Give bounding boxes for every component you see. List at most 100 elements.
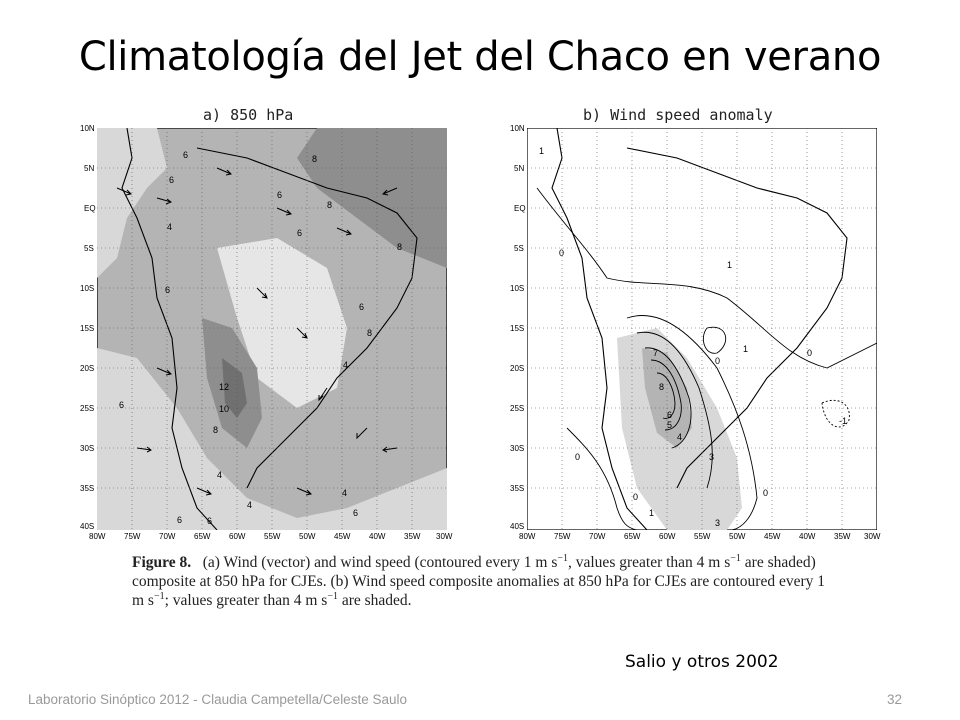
contour-line [650, 359, 682, 431]
wind-vector [336, 227, 353, 236]
caption-label: Figure 8. [132, 554, 192, 571]
contour-label: 8 [213, 425, 218, 435]
panel-a-label: a) 850 hPa [203, 106, 294, 124]
lon-tick-label: 75W [124, 532, 141, 541]
panel-a-shade-light-3 [217, 238, 347, 408]
lon-tick-label: 35W [404, 532, 421, 541]
lat-tick-label: 40S [510, 522, 525, 531]
wind-vector [318, 387, 328, 402]
panel-a-wind-vectors [116, 167, 398, 496]
wind-vector [156, 197, 173, 205]
figure-caption: Figure 8. (a) Wind (vector) and wind spe… [132, 553, 832, 610]
contour-line [636, 331, 713, 489]
wind-vector [196, 487, 213, 496]
contour-label: 1 [649, 508, 654, 518]
panel-b-shade-inner [642, 348, 692, 448]
panel-a-contour-label-group: 6 6 8 4 6 8 6 6 8 4 12 10 8 6 4 4 6 6 6 … [119, 150, 402, 526]
wind-vector [276, 207, 293, 216]
lon-tick-label: 40W [369, 532, 386, 541]
lat-tick-label: 5S [84, 244, 94, 253]
contour-label: 7 [653, 348, 658, 358]
caption-text: are shaded) composite at 850 hPa for CJE… [132, 554, 825, 609]
contour-label: 10 [219, 404, 229, 414]
wind-vector [216, 167, 233, 176]
lon-tick-label: 35W [834, 532, 851, 541]
contour-label: 6 [207, 516, 212, 526]
lat-tick-label: EQ [514, 204, 526, 213]
panel-b-label: b) Wind speed anomaly [583, 106, 773, 124]
contour-label: 6 [353, 508, 358, 518]
lat-tick-label: 10S [510, 284, 525, 293]
caption-text: , values greater than 4 m s [568, 554, 731, 571]
lat-tick-label: 35S [80, 484, 95, 493]
lat-tick-label: 40S [80, 522, 95, 531]
source-citation: Salio y otros 2002 [625, 652, 779, 672]
lat-tick-label: 20S [80, 364, 95, 373]
lat-tick-label: 10S [80, 284, 95, 293]
caption-sup: −1 [153, 590, 165, 602]
contour-label: 0 [715, 356, 720, 366]
lon-tick-label: 65W [624, 532, 641, 541]
lat-tick-label: 10N [80, 124, 95, 133]
panel-a-svg: 6 6 8 4 6 8 6 6 8 4 12 10 8 6 4 4 6 6 6 … [96, 127, 448, 531]
contour-label: 4 [677, 432, 682, 442]
lon-tick-label: 30W [436, 532, 453, 541]
contour-label: 4 [343, 360, 348, 370]
lon-tick-label: 30W [864, 532, 881, 541]
contour-label: 5 [667, 420, 672, 430]
contour-line [644, 347, 692, 449]
panel-a-gridlines [97, 128, 447, 530]
lon-tick-label: 50W [729, 532, 746, 541]
slide-footer: Laboratorio Sinóptico 2012 - Claudia Cam… [28, 692, 407, 707]
contour-label: 8 [659, 382, 664, 392]
contour-line [656, 372, 676, 419]
contour-label: 0 [559, 248, 564, 258]
lat-tick-label: 5S [514, 244, 524, 253]
lon-tick-label: 65W [194, 532, 211, 541]
lat-tick-label: 25S [80, 404, 95, 413]
slide-title: Climatología del Jet del Chaco en verano [78, 34, 882, 80]
lat-tick-label: 10N [510, 124, 525, 133]
lon-tick-label: 75W [554, 532, 571, 541]
lon-tick-label: 70W [589, 532, 606, 541]
lon-tick-label: 80W [89, 532, 106, 541]
lon-tick-label: 55W [694, 532, 711, 541]
panel-a-map: 6 6 8 4 6 8 6 6 8 4 12 10 8 6 4 4 6 6 6 … [96, 127, 448, 534]
contour-label: 1 [743, 344, 748, 354]
panel-a-shade-light [97, 128, 167, 278]
contour-label: 4 [167, 222, 172, 232]
lon-tick-label: 45W [334, 532, 351, 541]
contour-label: 12 [219, 382, 229, 392]
panel-b-contours [536, 187, 878, 531]
contour-label: 8 [312, 154, 317, 164]
lon-tick-label: 55W [264, 532, 281, 541]
panel-a-shade-light-2 [97, 348, 447, 530]
contour-label: 3 [709, 452, 714, 462]
lon-tick-label: 60W [229, 532, 246, 541]
lon-tick-label: 70W [159, 532, 176, 541]
caption-sup: −1 [730, 552, 741, 564]
contour-label: 0 [807, 348, 812, 358]
contour-label: 1 [539, 146, 544, 156]
lon-tick-label: 45W [764, 532, 781, 541]
contour-label: 0 [633, 492, 638, 502]
contour-label: 6 [359, 302, 364, 312]
contour-label: 6 [169, 175, 174, 185]
contour-label: 8 [397, 242, 402, 252]
contour-line [703, 326, 727, 354]
panel-b-gridlines [527, 128, 877, 530]
wind-vector [296, 487, 313, 496]
lat-tick-label: 5N [514, 164, 525, 173]
contour-label: 4 [247, 500, 252, 510]
caption-sup: −1 [557, 552, 568, 564]
panel-b-contour-label-group: 1 0 1 0 0 1 0 7 8 6 5 4 3 1 0 0 3 -1 [539, 146, 847, 528]
panel-a-jet-core-inner [222, 358, 247, 418]
lon-tick-label: 50W [299, 532, 316, 541]
wind-vector [296, 327, 308, 339]
wind-vector [256, 287, 268, 299]
caption-text: (a) Wind (vector) and wind speed (contou… [202, 554, 558, 571]
panel-b-svg: 1 0 1 0 0 1 0 7 8 6 5 4 3 1 0 0 3 -1 [526, 127, 878, 531]
contour-label: -1 [839, 416, 847, 426]
caption-text: are shaded. [337, 592, 412, 609]
contour-label: 6 [183, 150, 188, 160]
